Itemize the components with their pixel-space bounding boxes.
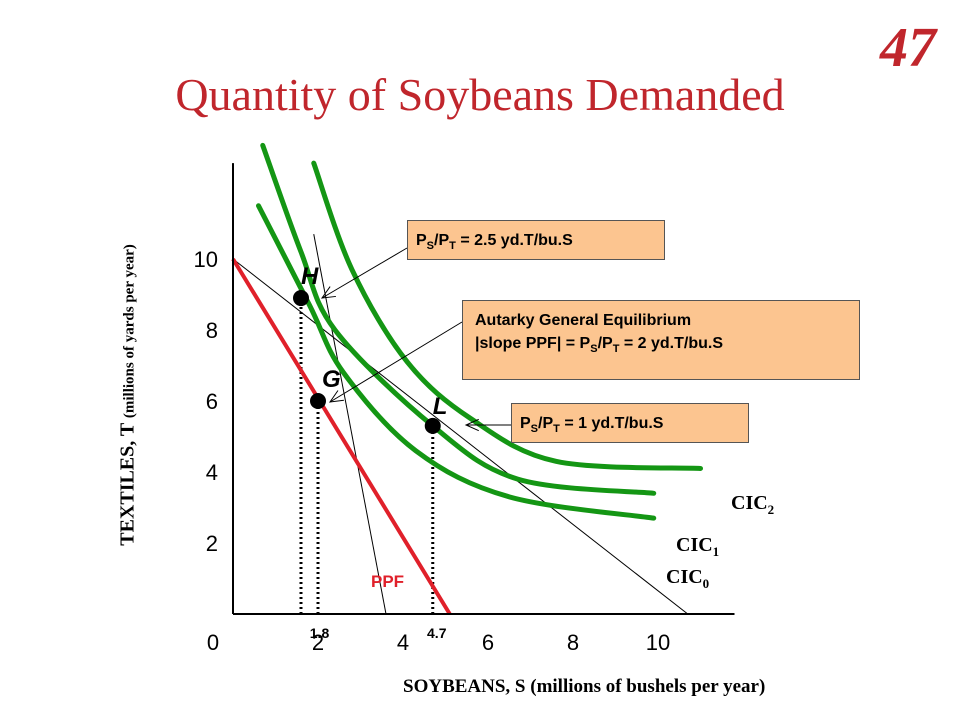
- callout-price-sub-s: S: [426, 240, 435, 253]
- indifference-curve-cic2: [311, 160, 703, 471]
- indifference-curve-cic1: [260, 142, 657, 496]
- callout-price-p: P: [416, 232, 427, 249]
- arrow-to-h: [321, 247, 408, 299]
- x-axis-title: SOYBEANS, S (millions of bushels per yea…: [403, 676, 766, 697]
- curve-label-cic1: CIC1: [676, 534, 719, 559]
- chart-axes: [232, 163, 735, 615]
- point-label-g: G: [322, 366, 341, 393]
- arrow-to-h-head: [320, 286, 336, 299]
- arrow-to-g-head: [328, 390, 344, 403]
- point-h: [293, 290, 309, 307]
- slide-number: 47: [880, 17, 936, 79]
- callout-arrows: [320, 247, 511, 432]
- ppf-line: [231, 257, 452, 616]
- callout-price-sub-t: T: [553, 423, 560, 436]
- y-tick-label: 8: [206, 318, 218, 343]
- callout-price-sub-t: T: [449, 240, 456, 253]
- callout-autarky-title: Autarky General Equilibrium: [475, 312, 692, 329]
- callout-autarky-mid: /P: [597, 335, 613, 353]
- point-g: [310, 393, 326, 409]
- equilibrium-points: [293, 290, 441, 434]
- point-label-l: L: [433, 393, 448, 420]
- y-tick-label: 4: [206, 460, 218, 485]
- x-tick-label-extra: 4.7: [427, 625, 447, 641]
- point-label-h: H: [301, 263, 319, 290]
- callout-price-ratio-2-5: PS/PT = 2.5 yd.T/bu.S: [407, 220, 665, 260]
- x-tick-label: 8: [567, 630, 579, 655]
- callout-autarky-value: = 2 yd.T/bu.S: [619, 335, 723, 353]
- x-tick-label: 2: [312, 630, 324, 655]
- callout-price-p: P: [520, 415, 531, 432]
- chart-labels: 0 2 4 6 8 10 2 4 6 8 10 1.8 4.7 H G L CIC0 CIC1 CIC2 PPF: [194, 247, 775, 655]
- callout-price-sub-s: S: [530, 423, 539, 436]
- callout-price-value: = 2.5 yd.T/bu.S: [455, 232, 573, 249]
- ppf-label: PPF: [371, 572, 404, 591]
- curve-label-cic0: CIC0: [666, 566, 709, 591]
- y-tick-label: 6: [206, 389, 218, 414]
- callout-autarky-pre: |slope PPF| = P: [475, 335, 591, 353]
- chart-lines: [231, 234, 689, 616]
- arrow-to-l-head: [464, 418, 479, 432]
- x-tick-label: 4: [397, 630, 409, 655]
- x-tick-label: 10: [646, 630, 670, 655]
- callout-autarky-sub-s: S: [590, 343, 598, 356]
- callout-price-value: = 1 yd.T/bu.S: [559, 415, 664, 432]
- callout-autarky-slope: |slope PPF| = PS/PT = 2 yd.T/bu.S: [475, 332, 847, 358]
- price-line: [232, 258, 689, 615]
- point-l: [424, 417, 441, 434]
- price-line: [313, 234, 387, 615]
- callout-autarky-sub-t: T: [612, 343, 620, 356]
- callout-autarky-equilibrium: Autarky General Equilibrium |slope PPF| …: [462, 300, 860, 380]
- callout-price-ratio-1: PS/PT = 1 yd.T/bu.S: [511, 403, 749, 443]
- slide-title: Quantity of Soybeans Demanded: [175, 69, 785, 120]
- y-tick-label: 10: [194, 247, 218, 272]
- x-tick-label: 0: [207, 630, 219, 655]
- callout-price-mid: /P: [434, 232, 450, 249]
- curve-label-cic2: CIC2: [731, 492, 774, 517]
- y-tick-label: 2: [206, 531, 218, 556]
- arrow-to-g: [329, 321, 463, 403]
- callout-price-mid: /P: [538, 415, 554, 432]
- x-tick-label-extra: 1.8: [310, 625, 330, 641]
- x-tick-label: 6: [482, 630, 494, 655]
